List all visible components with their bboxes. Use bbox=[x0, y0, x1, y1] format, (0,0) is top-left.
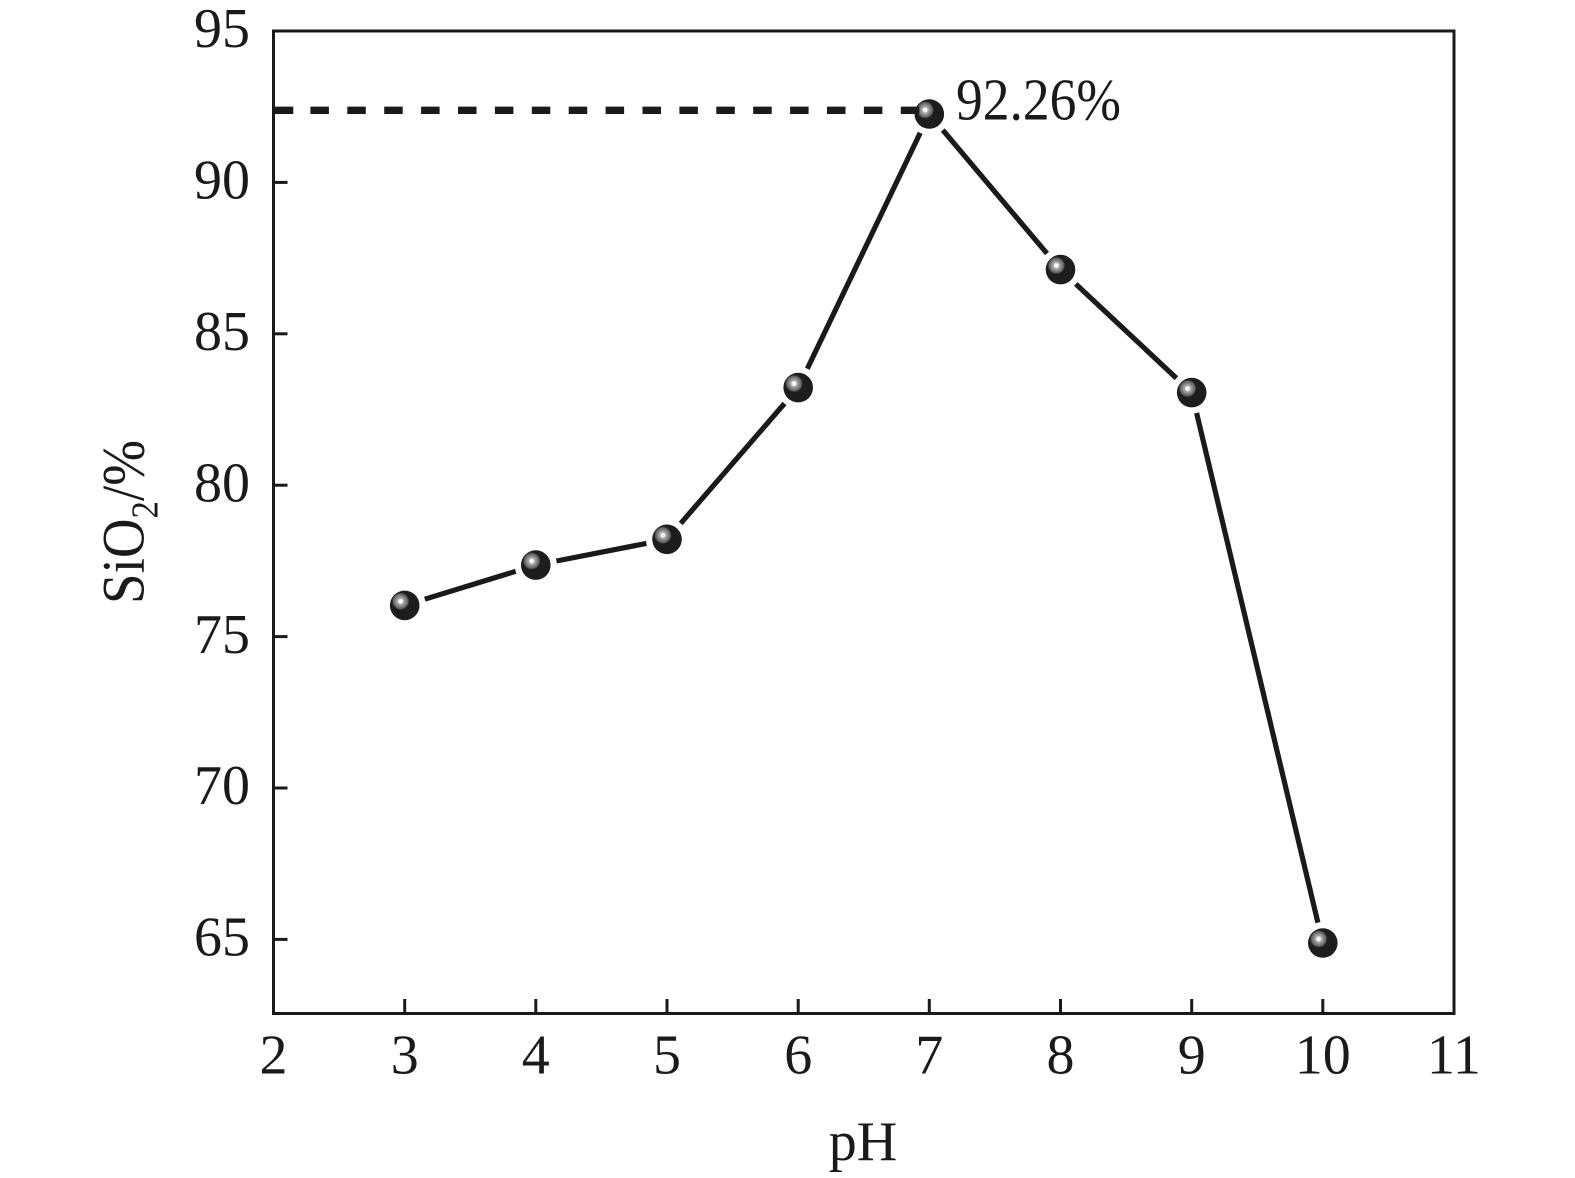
svg-text:65: 65 bbox=[194, 907, 250, 969]
svg-text:75: 75 bbox=[194, 604, 250, 666]
svg-text:4: 4 bbox=[522, 1025, 550, 1087]
svg-text:2: 2 bbox=[260, 1025, 288, 1087]
svg-text:6: 6 bbox=[784, 1025, 812, 1087]
svg-text:7: 7 bbox=[915, 1025, 943, 1087]
svg-text:85: 85 bbox=[194, 301, 250, 363]
svg-text:3: 3 bbox=[391, 1025, 419, 1087]
svg-text:10: 10 bbox=[1295, 1025, 1351, 1087]
svg-text:pH: pH bbox=[829, 1111, 897, 1173]
svg-text:70: 70 bbox=[194, 755, 250, 817]
svg-text:11: 11 bbox=[1427, 1025, 1481, 1087]
svg-text:95: 95 bbox=[194, 0, 250, 60]
svg-text:9: 9 bbox=[1178, 1025, 1206, 1087]
svg-text:5: 5 bbox=[653, 1025, 681, 1087]
svg-text:92.26%: 92.26% bbox=[956, 66, 1121, 132]
svg-text:SiO2/%: SiO2/% bbox=[91, 440, 167, 604]
svg-text:90: 90 bbox=[194, 150, 250, 212]
svg-text:8: 8 bbox=[1047, 1025, 1075, 1087]
svg-text:80: 80 bbox=[194, 452, 250, 514]
